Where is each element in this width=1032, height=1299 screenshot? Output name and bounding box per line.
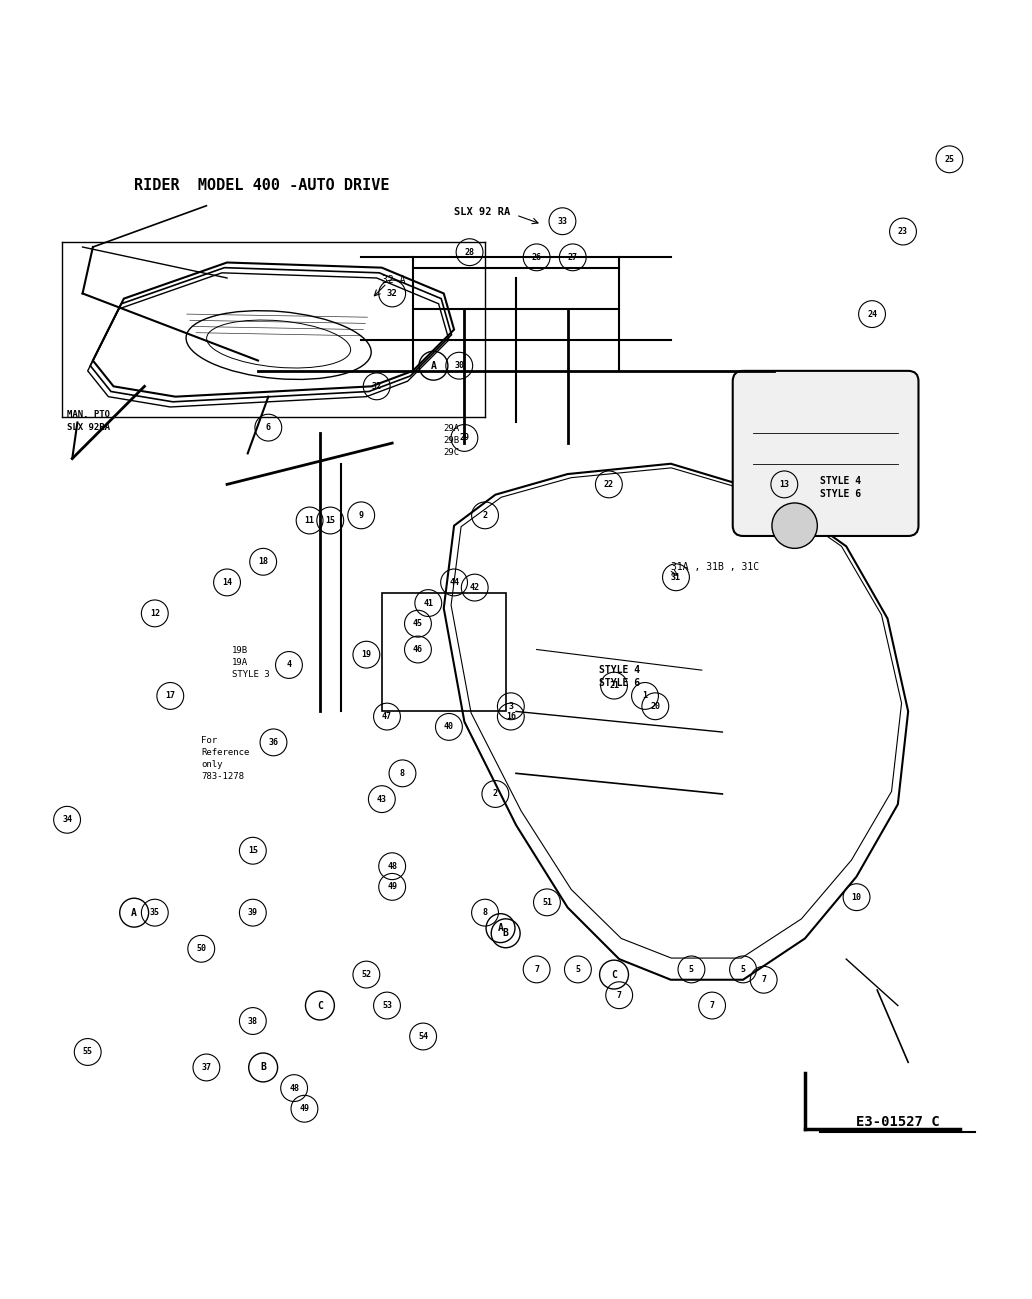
- Text: 31A , 31B , 31C: 31A , 31B , 31C: [671, 562, 759, 572]
- Text: 26: 26: [531, 253, 542, 262]
- Text: 1: 1: [643, 691, 647, 700]
- Text: 2: 2: [483, 511, 487, 520]
- Text: B: B: [503, 929, 509, 938]
- Text: 19B: 19B: [232, 646, 249, 655]
- Text: 11: 11: [304, 516, 315, 525]
- Text: 8: 8: [483, 908, 487, 917]
- Text: 33: 33: [557, 217, 568, 226]
- Bar: [382, 592, 506, 712]
- Text: 13: 13: [779, 479, 789, 488]
- Text: STYLE 3: STYLE 3: [232, 670, 269, 679]
- Text: 38: 38: [248, 1017, 258, 1025]
- Text: 49: 49: [299, 1104, 310, 1113]
- Text: 5: 5: [741, 965, 745, 974]
- Text: A: A: [131, 908, 137, 917]
- Text: 55: 55: [83, 1047, 93, 1056]
- Text: 54: 54: [418, 1031, 428, 1040]
- Text: SLX 92RA: SLX 92RA: [67, 422, 110, 431]
- Text: 29C: 29C: [444, 448, 460, 457]
- Text: 6: 6: [266, 423, 270, 433]
- Text: 2: 2: [493, 790, 497, 799]
- Text: 32: 32: [387, 288, 397, 297]
- Text: 23: 23: [898, 227, 908, 236]
- Text: 7: 7: [762, 976, 766, 985]
- Text: MAN. PTO: MAN. PTO: [67, 410, 110, 420]
- Text: 27: 27: [568, 253, 578, 262]
- Text: 50: 50: [196, 944, 206, 953]
- Text: 14: 14: [222, 578, 232, 587]
- Text: STYLE 4: STYLE 4: [820, 477, 862, 486]
- Text: E3-01527 C: E3-01527 C: [856, 1116, 940, 1129]
- Text: A: A: [430, 361, 437, 370]
- Text: 41: 41: [423, 599, 433, 608]
- Text: 24: 24: [867, 309, 877, 318]
- Text: C: C: [611, 969, 617, 979]
- Text: 52: 52: [361, 970, 372, 979]
- FancyBboxPatch shape: [733, 370, 918, 536]
- Text: 29A: 29A: [444, 423, 460, 433]
- Text: 36: 36: [268, 738, 279, 747]
- Text: 47: 47: [382, 712, 392, 721]
- Text: SLX 92 RA: SLX 92 RA: [454, 207, 511, 217]
- Text: For
Reference
only
783-1278: For Reference only 783-1278: [201, 737, 250, 781]
- Text: C: C: [317, 1000, 323, 1011]
- Text: 49: 49: [387, 882, 397, 891]
- Text: 30: 30: [454, 361, 464, 370]
- Text: 35: 35: [150, 908, 160, 917]
- Text: 18: 18: [258, 557, 268, 566]
- Text: 40: 40: [444, 722, 454, 731]
- Text: RIDER  MODEL 400 -AUTO DRIVE: RIDER MODEL 400 -AUTO DRIVE: [134, 178, 390, 192]
- Text: 34: 34: [62, 816, 72, 825]
- Text: 48: 48: [387, 861, 397, 870]
- Text: 39: 39: [248, 908, 258, 917]
- Text: 5: 5: [576, 965, 580, 974]
- Text: 31: 31: [671, 573, 681, 582]
- Text: 37: 37: [201, 1063, 212, 1072]
- Text: 21: 21: [609, 681, 619, 690]
- Text: 20: 20: [650, 701, 660, 711]
- Text: 15: 15: [325, 516, 335, 525]
- Text: 7: 7: [535, 965, 539, 974]
- Text: 46: 46: [413, 646, 423, 653]
- Text: 48: 48: [289, 1083, 299, 1092]
- Text: 25: 25: [944, 155, 955, 164]
- Text: STYLE 6: STYLE 6: [820, 488, 862, 499]
- Text: 16: 16: [506, 712, 516, 721]
- Text: 28: 28: [464, 248, 475, 257]
- Text: 4: 4: [287, 660, 291, 669]
- Text: 3: 3: [509, 701, 513, 711]
- Text: 22: 22: [604, 479, 614, 488]
- Text: 17: 17: [165, 691, 175, 700]
- Text: STYLE 6: STYLE 6: [599, 678, 640, 687]
- Text: STYLE 4: STYLE 4: [599, 665, 640, 675]
- Text: 44: 44: [449, 578, 459, 587]
- Text: A: A: [497, 924, 504, 933]
- Text: 29B: 29B: [444, 436, 460, 446]
- Text: 45: 45: [413, 620, 423, 629]
- Text: 8: 8: [400, 769, 405, 778]
- Text: 10: 10: [851, 892, 862, 902]
- Text: 12: 12: [150, 609, 160, 618]
- Text: 7: 7: [710, 1002, 714, 1011]
- Text: 42: 42: [470, 583, 480, 592]
- Text: 53: 53: [382, 1002, 392, 1011]
- Text: 51: 51: [542, 898, 552, 907]
- Text: 43: 43: [377, 795, 387, 804]
- Text: 9: 9: [359, 511, 363, 520]
- Text: 5: 5: [689, 965, 694, 974]
- Circle shape: [772, 503, 817, 548]
- Text: 7: 7: [617, 991, 621, 1000]
- Text: B: B: [260, 1063, 266, 1073]
- Text: 19: 19: [361, 651, 372, 659]
- Text: 32: 32: [372, 382, 382, 391]
- Text: 15: 15: [248, 846, 258, 855]
- Text: 29: 29: [459, 434, 470, 443]
- Text: 32 A: 32 A: [382, 275, 406, 286]
- Text: 19A: 19A: [232, 659, 249, 666]
